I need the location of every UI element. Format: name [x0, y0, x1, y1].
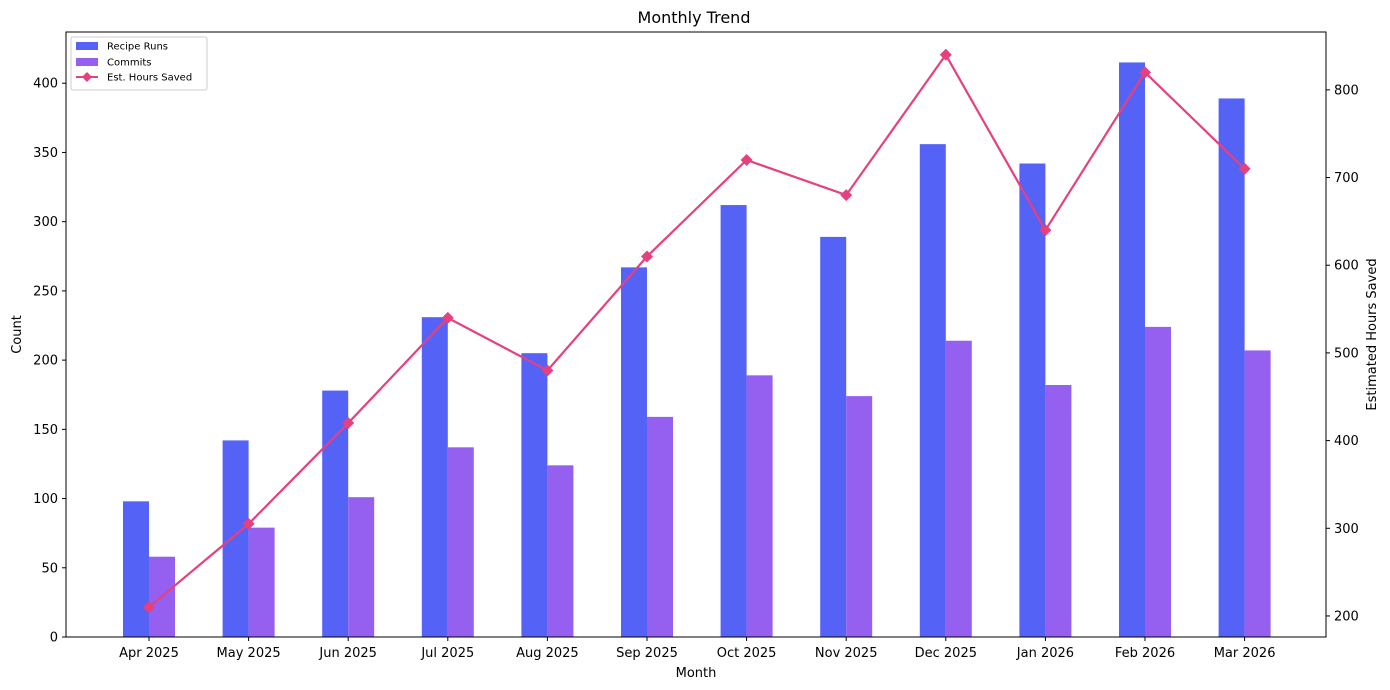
y2-tick-label-5: 700 — [1334, 171, 1359, 186]
y2-tick-label-0: 200 — [1334, 609, 1359, 624]
bar-recipe-runs-8 — [919, 144, 946, 637]
point-est-hours-saved-11 — [1238, 162, 1251, 175]
bar-commits-10 — [1145, 326, 1171, 637]
legend-marker-est-hours-saved — [82, 72, 92, 82]
x-tick-label-1: May 2025 — [217, 646, 281, 661]
bar-commits-11 — [1244, 350, 1271, 637]
y-axis-left: 0 50 100 150 200 250 300 350 400 — [33, 77, 66, 646]
bar-recipe-runs-0 — [123, 501, 149, 637]
y-tick-label-2: 100 — [33, 492, 58, 507]
bar-commits-1 — [248, 527, 275, 637]
x-tick-label-8: Dec 2025 — [915, 646, 977, 661]
y2-tick-label-1: 300 — [1334, 522, 1359, 537]
point-est-hours-saved-9 — [1039, 224, 1052, 237]
plot-frame — [65, 31, 1327, 638]
bar-recipe-runs-1 — [222, 440, 249, 637]
y2-tick-label-3: 500 — [1334, 346, 1359, 361]
y-tick-label-3: 150 — [33, 423, 58, 438]
x-tick-label-3: Jul 2025 — [420, 646, 474, 661]
x-tick-label-11: Mar 2026 — [1214, 646, 1276, 661]
bar-commits-2 — [348, 497, 375, 637]
bar-recipe-runs-7 — [820, 236, 847, 637]
y-tick-label-8: 400 — [33, 77, 58, 92]
bar-recipe-runs-5 — [621, 267, 647, 637]
bar-commits-3 — [447, 447, 474, 637]
point-est-hours-saved-0 — [143, 601, 155, 614]
legend-box — [70, 36, 208, 91]
line-est-hours-saved — [148, 52, 1246, 609]
x-tick-label-6: Oct 2025 — [717, 646, 777, 661]
x-axis-title: Month — [676, 666, 717, 681]
bar-recipe-runs-4 — [521, 353, 548, 637]
bar-commits-4 — [547, 465, 574, 637]
bar-recipe-runs-3 — [421, 317, 448, 637]
y2-tick-label-4: 600 — [1334, 259, 1359, 274]
point-est-hours-saved-6 — [740, 154, 753, 167]
y-tick-label-5: 250 — [33, 284, 58, 299]
x-tick-label-9: Jan 2026 — [1016, 646, 1074, 661]
y-tick-label-7: 350 — [33, 146, 58, 161]
legend-swatch-commits — [76, 58, 98, 66]
x-tick-label-0: Apr 2025 — [119, 646, 179, 661]
chart-title: Monthly Trend — [638, 8, 751, 27]
point-est-hours-saved-8 — [939, 48, 952, 61]
x-tick-label-4: Aug 2025 — [516, 646, 579, 661]
point-est-hours-saved-3 — [441, 311, 454, 324]
y-axis-right: 200 300 400 500 600 700 800 — [1326, 83, 1359, 624]
bars-layer — [123, 62, 1271, 638]
bar-recipe-runs-9 — [1019, 163, 1046, 638]
bar-commits-9 — [1045, 385, 1072, 637]
line-layer — [143, 48, 1251, 614]
legend: Recipe Runs Commits Est. Hours Saved — [70, 36, 208, 91]
x-tick-label-7: Nov 2025 — [815, 646, 878, 661]
point-est-hours-saved-4 — [541, 364, 554, 377]
bar-commits-7 — [846, 396, 873, 637]
point-est-hours-saved-5 — [641, 250, 653, 263]
x-tick-label-10: Feb 2026 — [1115, 646, 1175, 661]
y-tick-label-6: 300 — [33, 215, 58, 230]
bar-recipe-runs-6 — [720, 205, 747, 637]
x-tick-label-2: Jun 2025 — [318, 646, 377, 661]
y-tick-label-4: 200 — [33, 354, 58, 369]
y-axis-title: Count — [10, 315, 25, 354]
bar-commits-8 — [945, 340, 972, 637]
y-tick-label-1: 50 — [41, 561, 58, 576]
y2-tick-label-2: 400 — [1334, 434, 1359, 449]
point-est-hours-saved-1 — [242, 517, 255, 530]
y2-tick-label-6: 800 — [1334, 83, 1359, 98]
y2-axis-title: Estimated Hours Saved — [1365, 258, 1380, 410]
x-tick-label-5: Sep 2025 — [616, 646, 678, 661]
bar-recipe-runs-10 — [1119, 62, 1145, 638]
point-est-hours-saved-10 — [1139, 66, 1151, 79]
y-tick-label-0: 0 — [50, 631, 58, 646]
point-est-hours-saved-7 — [840, 189, 853, 202]
legend-label-recipe-runs: Recipe Runs — [107, 42, 168, 53]
point-est-hours-saved-2 — [342, 417, 355, 430]
bar-commits-6 — [746, 375, 773, 637]
legend-label-commits: Commits — [107, 58, 152, 69]
x-axis: Apr 2025 May 2025 Jun 2025 Jul 2025 Aug 2025… — [119, 637, 1275, 661]
legend-label-est-hours-saved: Est. Hours Saved — [107, 73, 192, 84]
legend-swatch-recipe-runs — [76, 42, 98, 50]
bar-recipe-runs-11 — [1218, 98, 1245, 638]
bar-recipe-runs-2 — [322, 390, 349, 637]
bar-commits-5 — [647, 416, 673, 637]
